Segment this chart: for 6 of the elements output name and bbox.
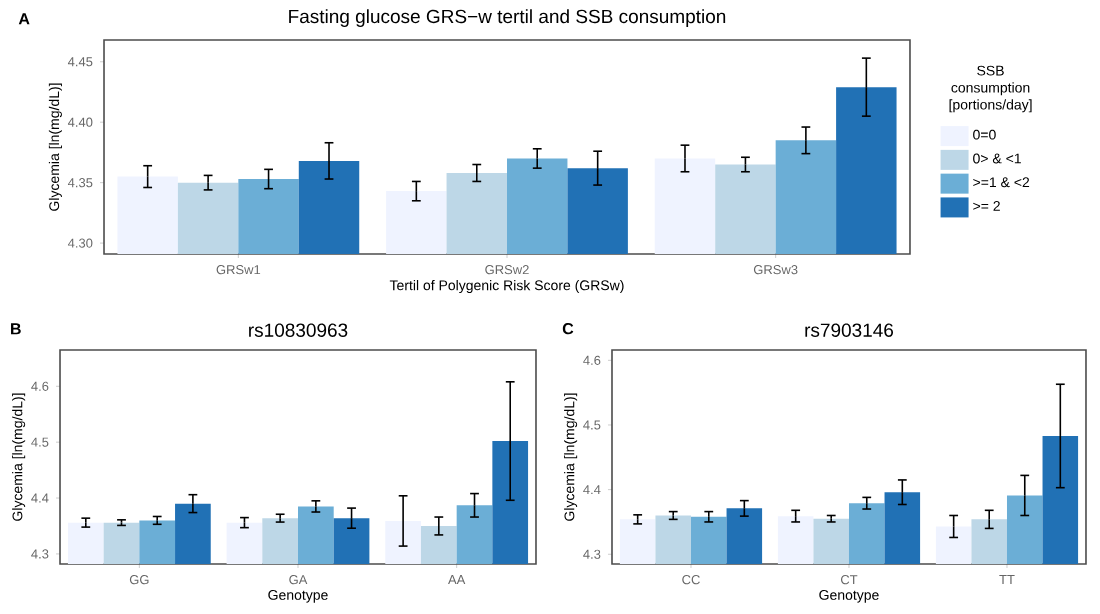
chart-title: rs10830963	[249, 323, 348, 337]
chart-title: Fasting glucose GRS−w tertil and SSB consumption	[289, 9, 726, 27]
text: B	[11, 323, 21, 335]
text: A	[18, 13, 30, 25]
text: C	[562, 323, 574, 335]
chart-title: rs7903146	[805, 323, 894, 337]
